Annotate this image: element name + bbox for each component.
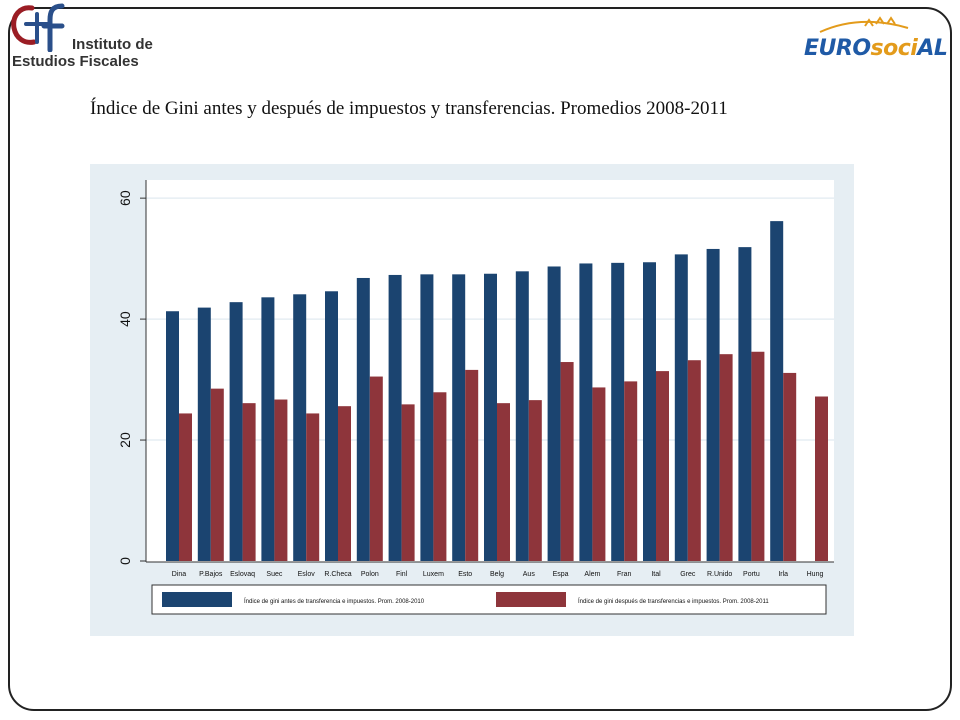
- bar: [719, 354, 733, 561]
- x-tick-label: Portu: [743, 571, 760, 578]
- eurosocial-part-al: AL: [917, 36, 948, 61]
- x-tick-label: Belg: [490, 571, 504, 578]
- eurosocial-part-euro: EURO: [804, 36, 871, 61]
- bar: [274, 399, 288, 561]
- bar: [624, 381, 638, 561]
- x-tick-label: Esto: [458, 571, 472, 578]
- bar: [656, 371, 669, 561]
- ief-logo-line2: Estudios Fiscales: [12, 53, 139, 70]
- bar: [687, 360, 701, 561]
- slide-frame: [8, 7, 952, 711]
- ief-logo-mark: [11, 3, 65, 52]
- x-tick-label: Dina: [172, 571, 187, 578]
- bar: [388, 274, 402, 561]
- bar: [338, 406, 351, 561]
- bar: [261, 297, 275, 561]
- x-tick-label: Fran: [617, 571, 632, 578]
- x-tick-label: Polon: [361, 571, 379, 578]
- bar: [179, 413, 192, 561]
- bar: [738, 247, 752, 561]
- bar: [528, 400, 542, 561]
- legend-swatch: [496, 592, 566, 607]
- x-tick-label: R.Unido: [707, 571, 732, 578]
- bar: [401, 404, 415, 561]
- y-tick-label: 20: [117, 432, 133, 448]
- bar: [356, 277, 370, 561]
- bar: [197, 307, 211, 561]
- bar: [751, 351, 765, 561]
- bar: [547, 266, 561, 561]
- x-tick-label: Alem: [584, 571, 600, 578]
- bar: [592, 387, 606, 561]
- chart-panel: 0 20 40 60 Dina P.Bajos Eslovaq Suec Eslov R.Che…: [90, 164, 854, 636]
- bar: [674, 254, 688, 561]
- bar: [770, 221, 784, 561]
- bar: [465, 369, 479, 561]
- legend-swatch: [162, 592, 232, 607]
- x-tick-label: Suec: [266, 571, 282, 578]
- y-tick-label: 40: [117, 311, 133, 327]
- bar: [484, 273, 497, 561]
- legend-label: Índice de gini después de transferencias…: [578, 598, 769, 605]
- y-tick-label: 60: [117, 190, 133, 206]
- bar: [306, 413, 320, 561]
- x-axis-labels: Dina P.Bajos Eslovaq Suec Eslov R.Checa Polon F…: [172, 571, 824, 578]
- bar: [560, 362, 574, 561]
- ief-logo: Instituto de Estudios Fiscales: [10, 2, 170, 72]
- x-tick-label: Grec: [680, 571, 696, 578]
- legend-label: Índice de gini antes de transferencia e …: [244, 598, 425, 605]
- gini-bar-chart: 0 20 40 60 Dina P.Bajos Eslovaq Suec Eslov R.Che…: [117, 180, 834, 615]
- x-tick-label: Eslovaq: [230, 571, 255, 578]
- bar: [452, 274, 466, 561]
- legend: Índice de gini antes de transferencia e …: [151, 584, 827, 615]
- bar: [210, 388, 224, 561]
- bar: [420, 274, 434, 561]
- x-tick-label: Aus: [523, 571, 536, 578]
- x-tick-label: Luxem: [423, 571, 444, 578]
- x-tick-label: R.Checa: [324, 571, 351, 578]
- bar: [166, 311, 179, 561]
- eurosocial-wordmark: EUROsociAL: [804, 36, 948, 61]
- bar: [783, 372, 797, 561]
- bar: [515, 271, 529, 561]
- eurosocial-logo: EUROsociAL: [790, 14, 948, 66]
- bar: [369, 376, 383, 561]
- bar: [293, 294, 307, 561]
- x-tick-label: Espa: [553, 571, 569, 578]
- page-title: Índice de Gini antes y después de impues…: [90, 98, 728, 119]
- eurosocial-part-soci: soci: [870, 36, 918, 61]
- bar: [229, 302, 243, 561]
- bar: [497, 403, 510, 561]
- y-axis: 0 20 40 60: [117, 180, 834, 565]
- bar: [579, 263, 593, 561]
- x-tick-label: Hung: [807, 571, 824, 578]
- bars: [166, 221, 828, 561]
- eurosocial-arc-icon: [819, 16, 909, 33]
- x-tick-label: P.Bajos: [199, 571, 223, 578]
- bar: [433, 392, 447, 561]
- x-tick-label: Finl: [396, 571, 408, 578]
- x-tick-label: Ital: [651, 571, 661, 578]
- bar: [815, 396, 828, 561]
- bar: [706, 248, 720, 561]
- y-tick-label: 0: [117, 557, 133, 565]
- bar: [643, 262, 656, 561]
- bar: [242, 403, 256, 561]
- x-tick-label: Irla: [778, 571, 788, 578]
- bar: [611, 262, 625, 561]
- ief-logo-line1: Instituto de: [72, 36, 153, 53]
- bar: [325, 291, 338, 561]
- x-tick-label: Eslov: [298, 571, 316, 578]
- legend-box: [151, 584, 827, 615]
